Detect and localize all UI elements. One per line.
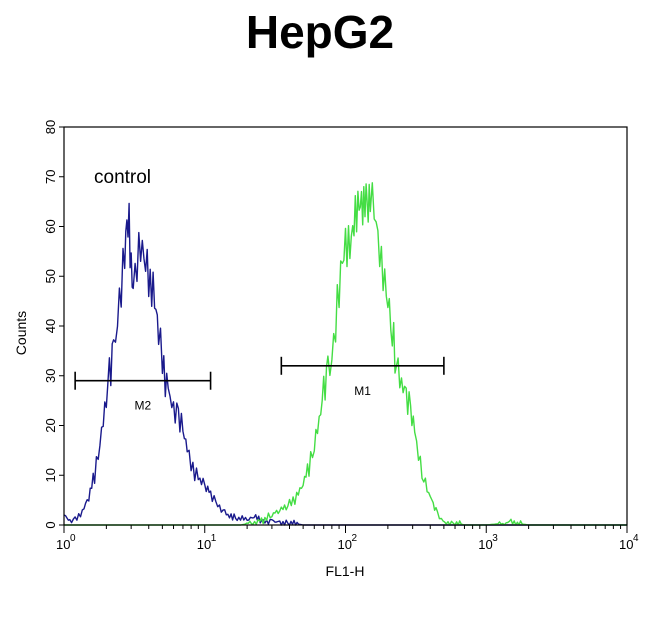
y-tick-label: 70 xyxy=(43,170,58,184)
x-tick-exponent: 0 xyxy=(70,533,76,544)
x-tick-label: 10 xyxy=(619,537,633,552)
y-tick-label: 60 xyxy=(43,219,58,233)
x-tick-exponent: 4 xyxy=(633,533,639,544)
y-tick-label: 0 xyxy=(43,521,58,528)
y-tick-label: 50 xyxy=(43,269,58,283)
x-tick-label: 10 xyxy=(478,537,492,552)
histogram-series-line xyxy=(64,182,627,526)
x-tick-exponent: 3 xyxy=(492,533,498,544)
y-tick-label: 40 xyxy=(43,319,58,333)
y-tick-label: 80 xyxy=(43,120,58,134)
x-tick-label: 10 xyxy=(338,537,352,552)
x-tick-label: 10 xyxy=(197,537,211,552)
x-tick-exponent: 2 xyxy=(352,533,358,544)
x-tick-exponent: 1 xyxy=(211,533,217,544)
x-axis-label: FL1-H xyxy=(326,563,365,579)
x-tick-label: 10 xyxy=(56,537,70,552)
y-tick-label: 20 xyxy=(43,418,58,432)
control-annotation: control xyxy=(94,167,151,188)
y-tick-label: 30 xyxy=(43,369,58,383)
histogram-series-line xyxy=(63,202,627,526)
y-axis-label: Counts xyxy=(13,311,29,355)
y-tick-label: 10 xyxy=(43,468,58,482)
gate-label: M1 xyxy=(354,384,371,398)
chart-title: HepG2 xyxy=(246,6,394,58)
gate-label: M2 xyxy=(135,399,152,413)
